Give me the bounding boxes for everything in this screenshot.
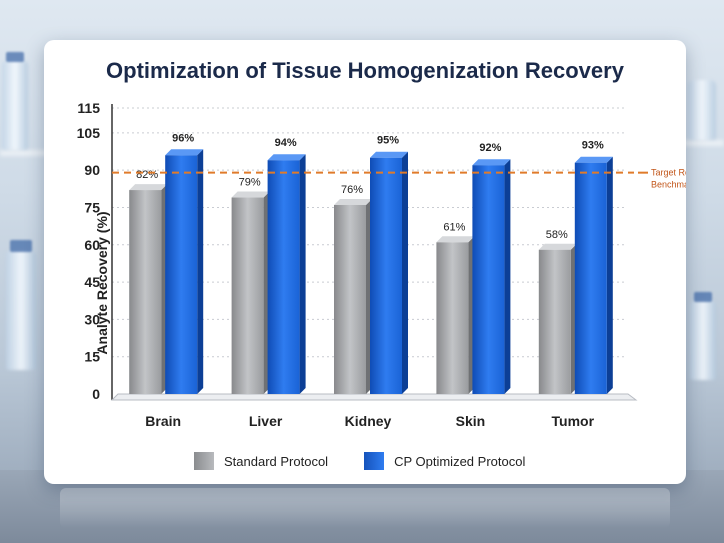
bar-optimized xyxy=(165,155,198,394)
card-reflection xyxy=(60,488,670,528)
bar-top-standard xyxy=(129,184,168,191)
x-tick-label: Kidney xyxy=(345,413,392,429)
y-tick-label: 15 xyxy=(84,349,100,365)
data-label-optimized: 96% xyxy=(172,132,194,144)
bar-top-optimized xyxy=(574,156,613,163)
data-label-standard: 76% xyxy=(341,184,363,196)
y-tick-label: 90 xyxy=(84,162,100,178)
data-label-optimized: 92% xyxy=(479,142,501,154)
legend: Standard Protocol CP Optimized Protocol xyxy=(194,450,561,472)
target-benchmark-label: Benchmark xyxy=(651,180,686,190)
data-label-standard: 82% xyxy=(136,169,158,181)
chart-card: Optimization of Tissue Homogenization Re… xyxy=(44,40,686,484)
bg-bottle-cap xyxy=(6,52,24,62)
bar-optimized xyxy=(472,165,505,394)
bar-top-optimized xyxy=(165,149,204,156)
data-label-optimized: 94% xyxy=(275,137,297,149)
bar-optimized xyxy=(267,160,300,394)
legend-swatch-standard xyxy=(194,452,214,470)
bg-bottle xyxy=(690,300,716,380)
bar-top-optimized xyxy=(370,151,408,158)
y-tick-label: 45 xyxy=(84,274,100,290)
bar-side-optimized xyxy=(402,151,408,394)
bar-optimized xyxy=(370,157,402,394)
bar-standard xyxy=(231,197,264,394)
bg-bottle xyxy=(688,80,716,140)
bar-standard xyxy=(334,204,366,394)
bar-side-optimized xyxy=(504,159,511,394)
bg-bottle xyxy=(6,250,36,370)
bar-standard xyxy=(538,249,571,394)
bar-top-standard xyxy=(334,198,372,205)
bar-standard xyxy=(436,242,469,394)
y-tick-label: 105 xyxy=(77,125,101,141)
data-label-standard: 79% xyxy=(239,177,261,189)
bar-top-optimized xyxy=(472,159,511,166)
bar-top-standard xyxy=(436,236,475,243)
bar-top-standard xyxy=(538,243,577,250)
y-tick-label: 75 xyxy=(84,199,100,215)
data-label-optimized: 93% xyxy=(582,140,604,152)
data-label-standard: 61% xyxy=(443,221,465,233)
legend-label-optimized: CP Optimized Protocol xyxy=(394,453,526,469)
x-tick-label: Liver xyxy=(249,413,283,429)
bar-top-standard xyxy=(231,191,270,198)
bar-top-optimized xyxy=(267,154,306,161)
x-tick-label: Tumor xyxy=(552,413,595,429)
legend-item-optimized: CP Optimized Protocol xyxy=(364,452,525,470)
chart-title: Optimization of Tissue Homogenization Re… xyxy=(106,58,624,83)
legend-item-standard: Standard Protocol xyxy=(194,452,328,470)
legend-label-standard: Standard Protocol xyxy=(224,453,329,469)
y-tick-label: 30 xyxy=(84,311,100,327)
bg-shelf xyxy=(680,140,724,146)
bg-bottle-cap xyxy=(694,292,712,302)
bar-side-optimized xyxy=(299,154,306,394)
bar-chart-plot: 0 15 30 45 60 75 90 105 115 Brain 82% 96% Liver 79% 94… xyxy=(77,100,686,429)
bar-standard xyxy=(129,190,162,394)
y-tick-label: 0 xyxy=(92,386,100,402)
target-benchmark-label: Target Recovery xyxy=(651,168,686,178)
bg-bottle xyxy=(2,60,28,150)
y-tick-label: 60 xyxy=(84,237,100,253)
bar-side-optimized xyxy=(197,149,204,394)
data-label-optimized: 95% xyxy=(377,135,399,147)
x-axis-floor xyxy=(110,393,638,401)
legend-swatch-optimized xyxy=(364,452,385,470)
bar-side-optimized xyxy=(606,156,613,394)
bar-optimized xyxy=(574,162,607,394)
bg-bottle-cap xyxy=(10,240,32,252)
y-tick-label: 115 xyxy=(77,100,100,116)
x-tick-label: Brain xyxy=(145,413,181,429)
data-label-standard: 58% xyxy=(546,229,568,241)
bg-shelf xyxy=(0,150,60,156)
x-tick-label: Skin xyxy=(456,413,486,429)
